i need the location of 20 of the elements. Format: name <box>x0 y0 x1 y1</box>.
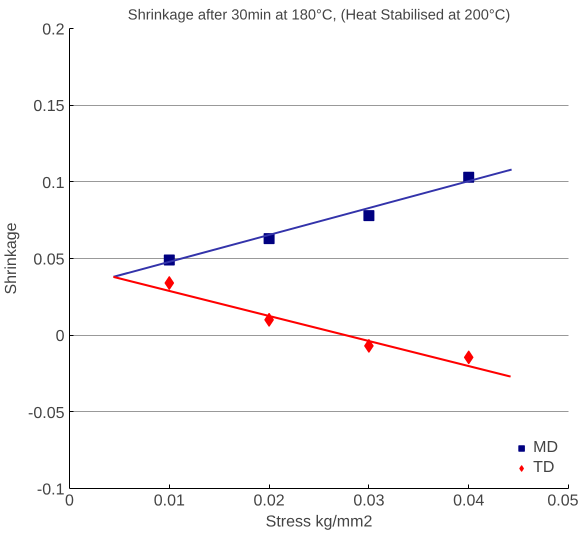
x-tick-label: 0.02 <box>254 492 285 510</box>
x-tick-label: 0.01 <box>154 492 185 510</box>
point <box>363 210 374 222</box>
x-axis-title: Stress kg/mm2 <box>266 514 372 530</box>
chart-title: Shrinkage after 30min at 180°C, (Heat Stabilised at 200°C) <box>128 8 510 24</box>
y-tick-label: 0.15 <box>33 98 65 116</box>
y-tick-label: -0.1 <box>36 482 65 498</box>
point <box>164 276 174 290</box>
y-tick-label: 0 <box>56 328 65 346</box>
y-tick-label: -0.05 <box>28 404 65 422</box>
x-tick-label: 0.03 <box>353 492 385 510</box>
legend-label: MD <box>533 439 558 457</box>
y-tick-label: 0.05 <box>33 252 65 268</box>
x-tick-label: 0.04 <box>453 492 484 510</box>
y-tick-label: 0.1 <box>42 174 65 192</box>
y-tick-label: 0.2 <box>42 22 65 38</box>
y-axis-title: Shrinkage <box>3 222 20 295</box>
x-tick-label: 0.05 <box>547 492 578 510</box>
legend-label: TD <box>533 459 554 477</box>
point <box>464 350 474 364</box>
